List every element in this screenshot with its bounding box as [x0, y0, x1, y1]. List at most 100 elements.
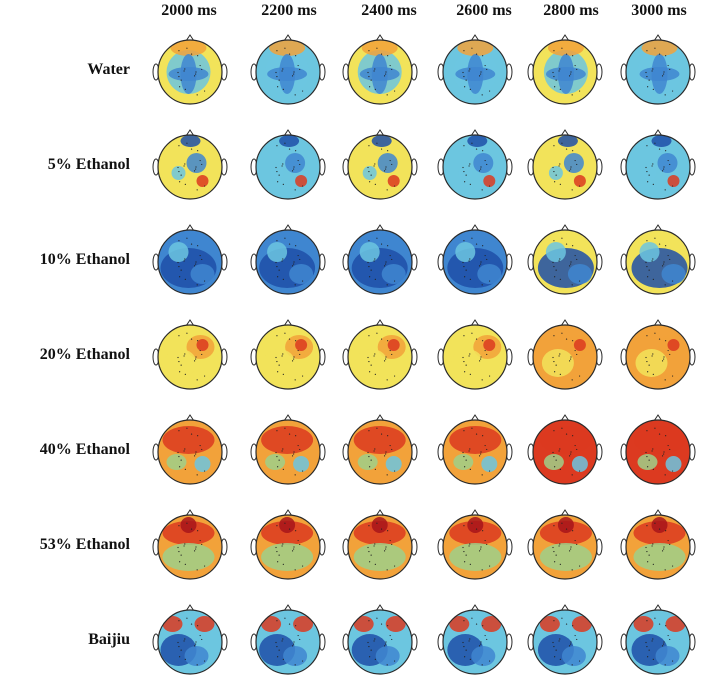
activation-region [353, 426, 406, 454]
electrode-dot [484, 634, 486, 637]
electrode-dot [277, 466, 279, 468]
electrode-dot [667, 64, 669, 67]
electrode-dot [480, 451, 482, 453]
electrode-dot [367, 71, 369, 74]
electrode-dot [178, 620, 180, 622]
electrode-dot [570, 453, 572, 455]
electrode-dot [368, 620, 370, 622]
electrode-dot [277, 86, 279, 88]
electrode-dot [197, 435, 199, 437]
electrode-dot [553, 455, 555, 458]
activation-region [571, 616, 592, 632]
row-label-5pct-ethanol: 5% Ethanol [47, 156, 130, 173]
electrode-dot [383, 455, 386, 457]
electrode-dot [385, 71, 387, 73]
electrode-dot [652, 278, 654, 280]
electrode-dot [302, 90, 304, 92]
electrode-dot [652, 163, 654, 165]
electrode-dot [282, 183, 284, 185]
electrode-dot [561, 427, 563, 429]
activation-region [371, 517, 388, 533]
electrode-dot [297, 254, 299, 257]
electrode-dot [464, 561, 466, 563]
electrode-dot [648, 364, 650, 366]
electrode-dot [383, 75, 386, 77]
electrode-dot [284, 522, 286, 524]
column-header-2600ms: 2600 ms [456, 2, 512, 19]
electrode-dot [663, 263, 665, 265]
electrode-dot [669, 353, 671, 356]
electrode-dot [195, 358, 197, 360]
electrode-dot [558, 545, 560, 547]
electrode-dot [282, 163, 284, 165]
nose [653, 129, 663, 137]
electrode-dot [651, 640, 653, 642]
electrode-dot [652, 468, 654, 470]
nose [470, 34, 480, 42]
activation-region [539, 616, 560, 632]
electrode-dot [481, 379, 483, 381]
electrode-dot [489, 565, 491, 567]
activation-region [545, 67, 586, 81]
activation-region [639, 242, 660, 262]
electrode-dot [282, 88, 284, 90]
electrode-dot [299, 353, 301, 356]
nose [653, 414, 663, 422]
electrode-dot [179, 86, 181, 88]
activation-region [293, 616, 314, 632]
nose [653, 319, 663, 327]
electrode-dot [489, 660, 491, 662]
electrode-dot [555, 79, 557, 81]
electrode-dot [184, 353, 186, 355]
electrode-dot [647, 371, 649, 373]
electrode-dot [195, 548, 197, 550]
topomap-r4-c0 [152, 414, 228, 485]
electrode-dot [665, 340, 667, 342]
electrode-dot [284, 142, 286, 144]
electrode-dot [669, 638, 671, 641]
electrode-dot [373, 450, 375, 452]
electrode-dot [555, 554, 557, 556]
electrode-dot [654, 237, 656, 239]
electrode-dot [648, 649, 650, 651]
electrode-dot [383, 265, 386, 267]
electrode-dot [561, 47, 563, 49]
electrode-dot [376, 47, 378, 49]
electrode-dot [293, 73, 295, 75]
electrode-dot [469, 638, 471, 640]
electrode-dot [648, 459, 650, 461]
topomap-r1-c1 [250, 129, 326, 200]
electrode-dot [391, 448, 393, 451]
electrode-dot [277, 276, 279, 278]
electrode-dot [553, 240, 555, 242]
activation-region [190, 264, 215, 284]
electrode-dot [293, 546, 295, 548]
electrode-dot [646, 360, 648, 363]
activation-region [661, 264, 686, 284]
electrode-dot [282, 563, 284, 565]
electrode-dot [579, 470, 581, 472]
electrode-dot [373, 640, 375, 642]
electrode-dot [469, 468, 471, 470]
topomap-r4-c2 [342, 414, 418, 485]
electrode-dot [204, 565, 206, 567]
electrode-dot [276, 360, 278, 363]
topomap-r0-c5 [620, 34, 696, 105]
head-outline [442, 39, 508, 105]
electrode-dot [291, 265, 294, 267]
electrode-dot [468, 640, 470, 642]
electrode-dot [478, 455, 481, 457]
electrode-dot [391, 68, 393, 71]
activation-region [377, 153, 398, 173]
electrode-dot [178, 50, 180, 52]
nose [470, 414, 480, 422]
electrode-dot [294, 664, 296, 666]
electrode-dot [204, 90, 206, 92]
electrode-dot [299, 163, 301, 166]
electrode-dot [373, 70, 375, 72]
activation-region [637, 454, 658, 470]
electrode-dot [302, 375, 304, 377]
electrode-dot [463, 50, 465, 52]
electrode-dot [652, 563, 654, 565]
electrode-dot [385, 356, 387, 358]
